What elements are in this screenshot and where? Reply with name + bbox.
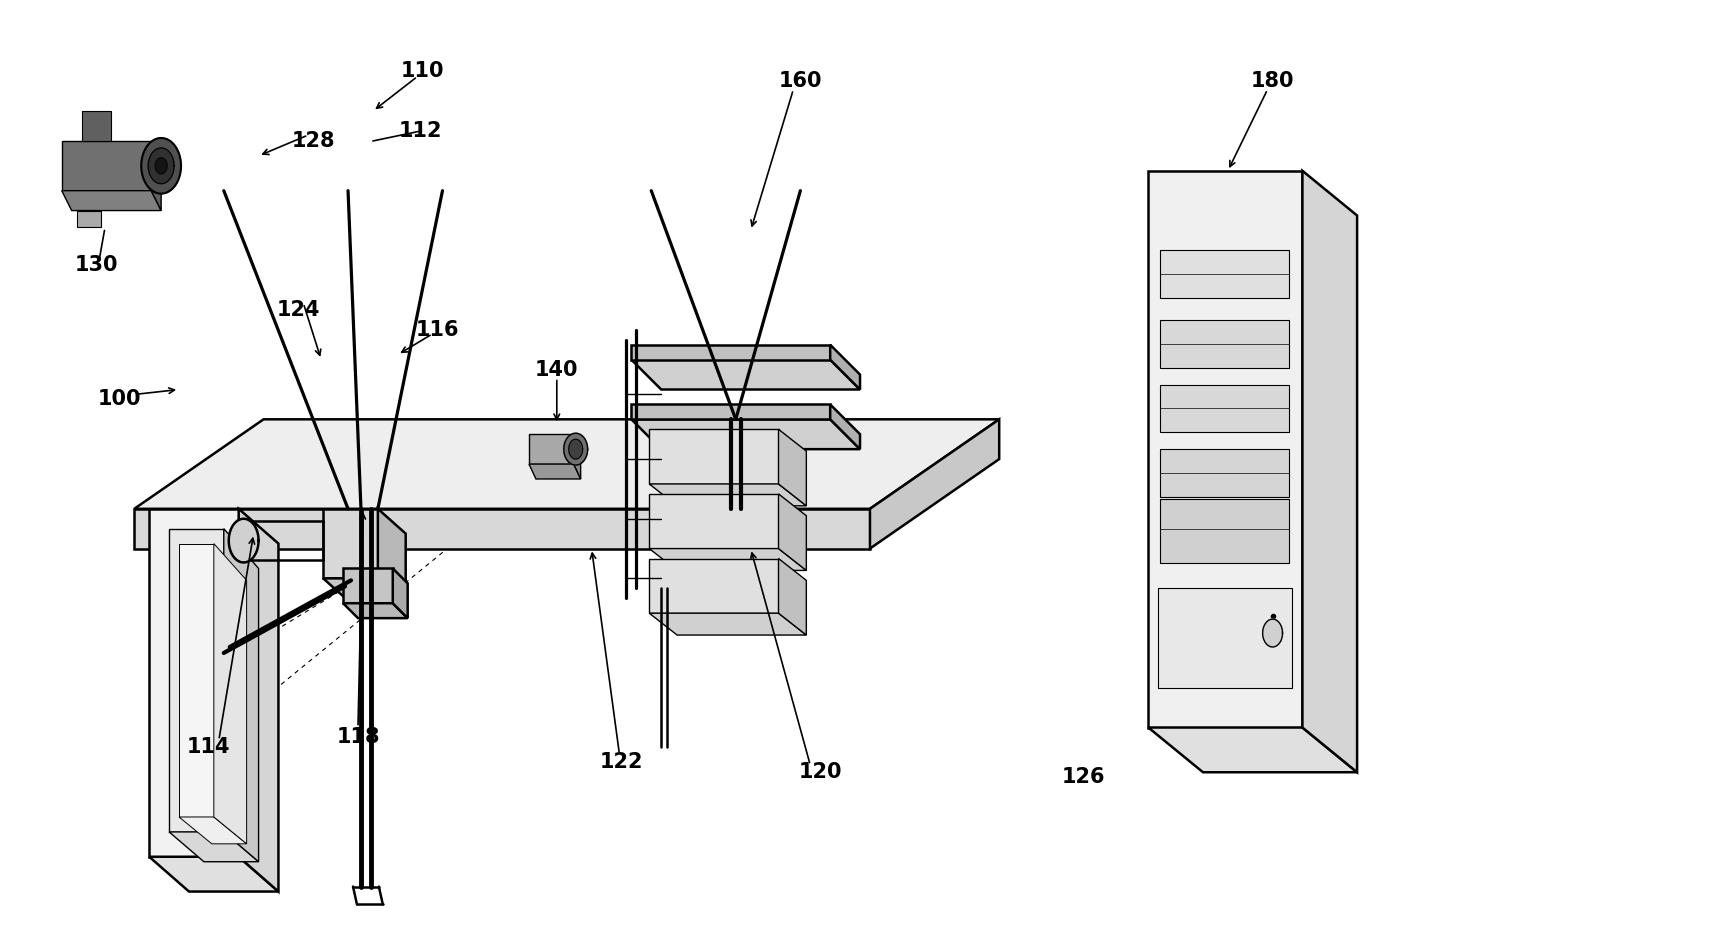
Polygon shape: [180, 544, 214, 817]
Polygon shape: [631, 360, 861, 389]
Polygon shape: [228, 519, 259, 563]
Polygon shape: [150, 141, 161, 211]
Polygon shape: [650, 484, 807, 506]
Polygon shape: [1158, 588, 1293, 688]
Polygon shape: [529, 435, 574, 464]
Polygon shape: [779, 493, 807, 570]
Polygon shape: [344, 568, 392, 604]
Polygon shape: [81, 111, 111, 141]
Polygon shape: [1159, 251, 1289, 298]
Text: 140: 140: [536, 360, 579, 380]
Text: 128: 128: [292, 131, 335, 151]
Text: 126: 126: [1063, 767, 1106, 788]
Text: 124: 124: [276, 300, 320, 320]
Polygon shape: [631, 344, 829, 360]
Polygon shape: [529, 464, 581, 479]
Text: 120: 120: [798, 762, 842, 782]
Polygon shape: [829, 404, 861, 449]
Polygon shape: [169, 832, 259, 862]
Polygon shape: [62, 191, 161, 211]
Polygon shape: [149, 148, 175, 184]
Polygon shape: [650, 429, 779, 484]
Polygon shape: [180, 817, 247, 844]
Polygon shape: [169, 529, 223, 832]
Polygon shape: [1263, 619, 1282, 647]
Polygon shape: [344, 604, 408, 618]
Polygon shape: [1159, 449, 1289, 497]
Polygon shape: [323, 578, 406, 604]
Polygon shape: [156, 158, 168, 174]
Polygon shape: [323, 509, 378, 578]
Polygon shape: [1149, 171, 1303, 728]
Text: 122: 122: [600, 753, 643, 772]
Text: 160: 160: [779, 71, 823, 91]
Polygon shape: [631, 404, 829, 419]
Polygon shape: [1149, 728, 1356, 772]
Polygon shape: [1159, 384, 1289, 432]
Text: 130: 130: [74, 255, 118, 275]
Polygon shape: [650, 613, 807, 635]
Polygon shape: [574, 435, 581, 479]
Polygon shape: [142, 138, 181, 194]
Polygon shape: [378, 509, 406, 604]
Polygon shape: [650, 493, 779, 549]
Polygon shape: [779, 429, 807, 506]
Polygon shape: [569, 439, 582, 459]
Text: 100: 100: [98, 389, 142, 409]
Polygon shape: [869, 419, 999, 549]
Polygon shape: [62, 141, 150, 191]
Polygon shape: [1159, 320, 1289, 367]
Polygon shape: [149, 857, 278, 891]
Polygon shape: [631, 419, 861, 449]
Polygon shape: [650, 549, 807, 570]
Polygon shape: [829, 344, 861, 389]
Text: 180: 180: [1251, 71, 1294, 91]
Text: 114: 114: [187, 737, 230, 757]
Text: 112: 112: [399, 121, 442, 141]
Polygon shape: [650, 559, 779, 613]
Polygon shape: [135, 419, 999, 509]
Polygon shape: [76, 211, 102, 228]
Polygon shape: [779, 559, 807, 635]
Polygon shape: [392, 568, 408, 618]
Polygon shape: [135, 509, 869, 549]
Text: 116: 116: [416, 320, 460, 340]
Polygon shape: [214, 544, 247, 844]
Text: 118: 118: [337, 728, 380, 748]
Polygon shape: [1159, 499, 1289, 564]
Text: 110: 110: [401, 62, 444, 82]
Polygon shape: [149, 509, 238, 857]
Polygon shape: [223, 529, 259, 862]
Polygon shape: [1303, 171, 1356, 772]
Polygon shape: [563, 434, 588, 465]
Polygon shape: [238, 509, 278, 891]
